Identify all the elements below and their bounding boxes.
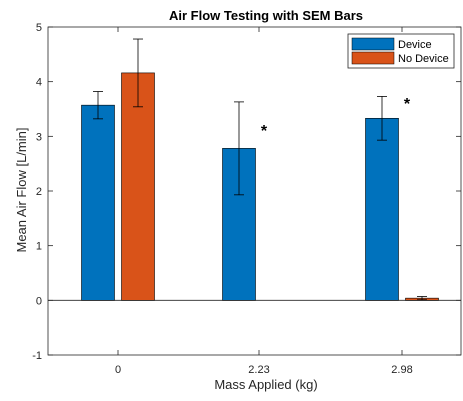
- y-tick-label: -1: [32, 350, 42, 362]
- significance-star: *: [404, 96, 411, 113]
- significance-star: *: [261, 123, 268, 140]
- plot-area: -1 0 1 2 3 4 5 0 2.23 2.98 * *: [32, 22, 462, 376]
- chart-title: Air Flow Testing with SEM Bars: [169, 8, 363, 23]
- legend-label-device: Device: [398, 39, 432, 51]
- x-tick-label: 2.23: [248, 364, 269, 376]
- x-tick-label: 2.98: [391, 364, 412, 376]
- y-tick-label: 4: [36, 77, 42, 89]
- y-tick-label: 2: [36, 186, 42, 198]
- bar-device-0: [81, 104, 115, 301]
- y-tick-label: 3: [36, 131, 42, 143]
- y-tick-label: 5: [36, 22, 42, 34]
- bar-device-2.98: [365, 117, 399, 301]
- legend: Device No Device: [347, 33, 455, 69]
- y-axis-label: Mean Air Flow [L/min]: [14, 128, 29, 253]
- bar-no-device-0: [121, 72, 155, 301]
- x-axis-label: Mass Applied (kg): [214, 377, 317, 392]
- legend-label-no-device: No Device: [398, 53, 449, 65]
- x-tick-label: 0: [115, 364, 121, 376]
- legend-swatch-no-device: [351, 51, 395, 65]
- y-tick-label: 1: [36, 241, 42, 253]
- legend-swatch-device: [351, 37, 395, 51]
- y-tick-label: 0: [36, 295, 42, 307]
